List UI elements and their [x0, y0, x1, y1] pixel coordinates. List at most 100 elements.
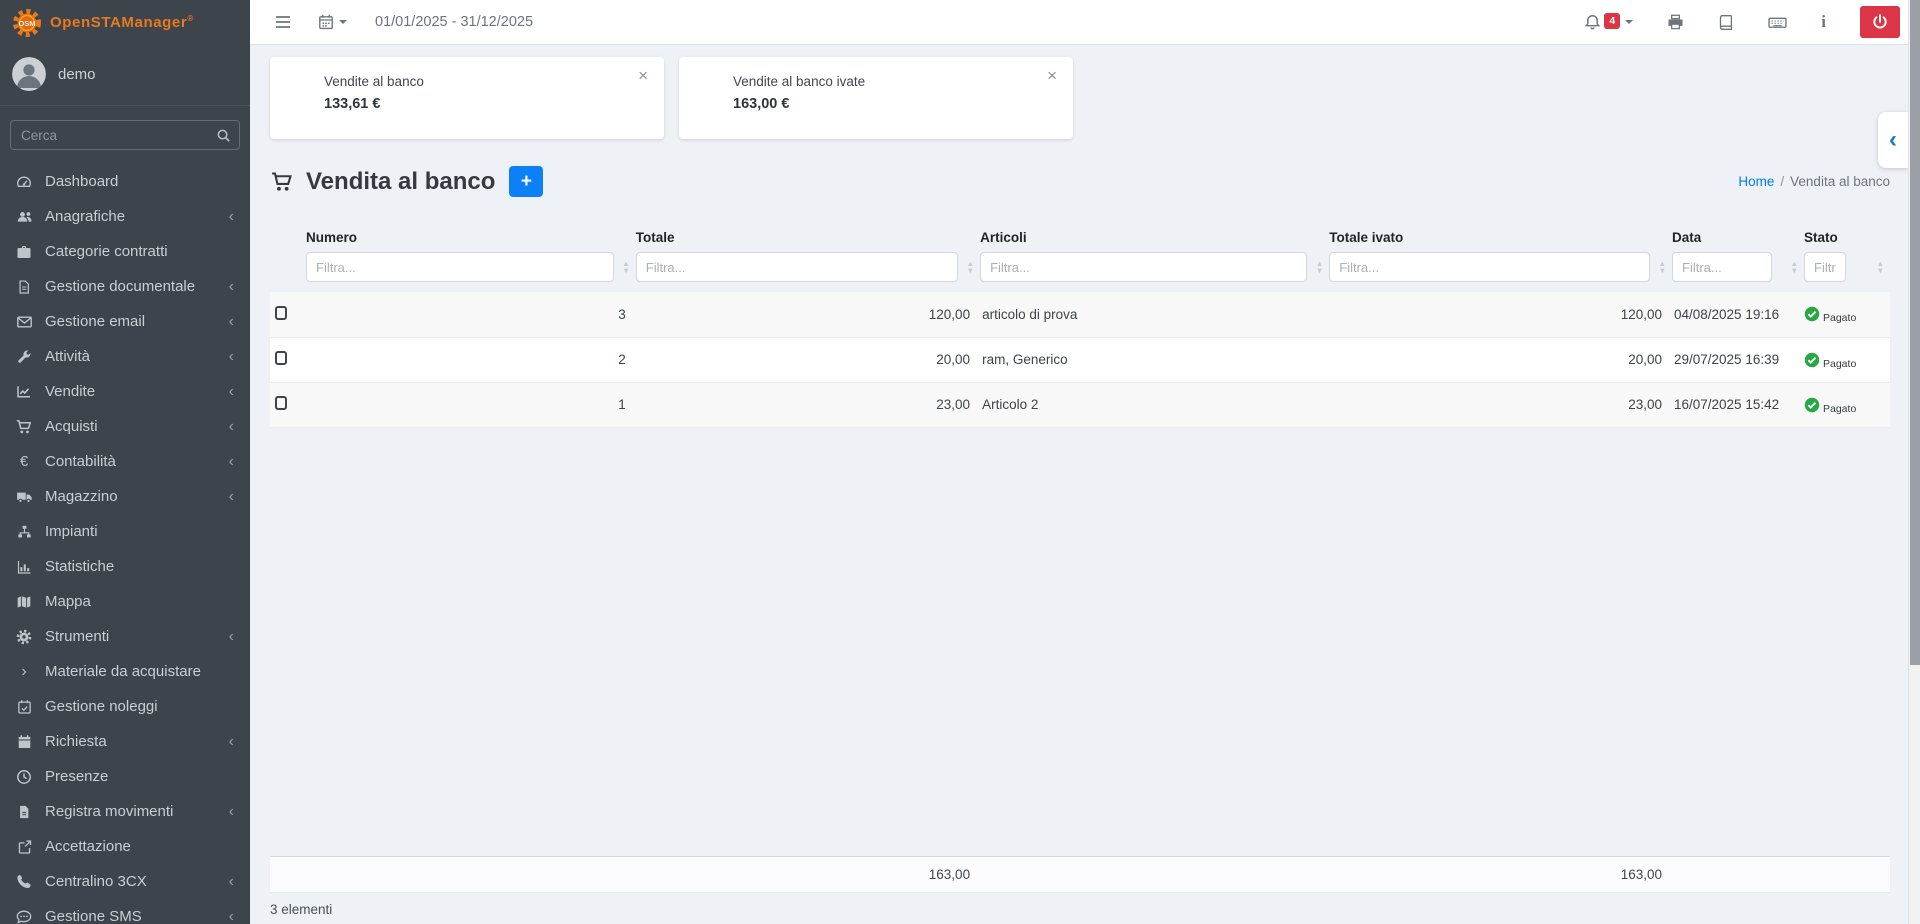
column-label[interactable]: Stato — [1804, 230, 1838, 245]
row-checkbox[interactable] — [275, 305, 287, 320]
sort-control[interactable]: ▲ ▼ — [1790, 259, 1798, 275]
cart-icon — [14, 419, 34, 435]
add-record-button[interactable]: + — [509, 166, 544, 197]
chevron-collapse-icon: ‹ — [228, 312, 234, 330]
date-range[interactable]: 01/01/2025 - 31/12/2025 — [375, 14, 534, 30]
sidebar-item-statistiche[interactable]: Statistiche — [0, 549, 250, 584]
sort-desc-icon[interactable]: ▼ — [622, 266, 630, 275]
table-row[interactable]: 2 20,00 ram, Generico 20,00 29/07/2025 1… — [270, 337, 1890, 382]
print-button[interactable] — [1667, 14, 1684, 31]
check-circle-icon — [1804, 306, 1820, 322]
sort-desc-icon[interactable]: ▼ — [1658, 266, 1666, 275]
info-button[interactable]: i — [1821, 12, 1826, 32]
row-checkbox[interactable] — [275, 396, 287, 410]
chart-line-icon — [14, 384, 34, 400]
app-logo[interactable]: OSM OpenSTAManager® — [0, 0, 250, 45]
chevron-collapse-icon: ‹ — [228, 347, 234, 365]
column-label[interactable]: Totale — [635, 230, 675, 245]
sidebar-item-acquisti[interactable]: Acquisti ‹ — [0, 409, 250, 444]
external-link-icon — [14, 839, 34, 855]
calendar-icon — [318, 14, 334, 30]
cell-articoli: articolo di prova — [982, 306, 1078, 322]
docs-button[interactable] — [1718, 14, 1734, 31]
notifications-button[interactable]: 4 — [1584, 13, 1634, 31]
widgets-panel-toggle[interactable]: ‹ — [1878, 112, 1908, 168]
close-icon[interactable]: × — [1047, 66, 1057, 85]
sort-asc-icon[interactable]: ▲ — [1315, 259, 1324, 268]
sort-desc-icon[interactable]: ▼ — [966, 266, 975, 275]
search-input[interactable] — [11, 121, 208, 149]
period-picker-button[interactable] — [318, 14, 347, 30]
logout-button[interactable] — [1860, 6, 1900, 38]
column-label[interactable]: Data — [1672, 230, 1702, 245]
column-label[interactable]: Articoli — [980, 230, 1027, 245]
envelope-icon — [14, 314, 34, 330]
sidebar-item-gestione-sms[interactable]: Gestione SMS ‹ — [0, 899, 250, 924]
sort-control[interactable]: ▲ ▼ — [1658, 259, 1666, 275]
column-header-totale: Totale ▲▼ — [635, 230, 980, 292]
sort-asc-icon[interactable]: ▲ — [966, 259, 975, 268]
close-icon[interactable]: × — [638, 66, 648, 85]
sort-desc-icon[interactable]: ▼ — [1790, 266, 1798, 275]
sort-control[interactable]: ▲ ▼ — [1876, 259, 1884, 275]
sidebar-item-label: Strumenti — [45, 628, 110, 645]
filter-input-numero[interactable] — [306, 252, 614, 282]
widget-value: 163,00 € — [733, 96, 790, 112]
sidebar-item-mappa[interactable]: Mappa — [0, 584, 250, 619]
sort-asc-icon[interactable]: ▲ — [622, 259, 630, 268]
sidebar-item-gestione-documentale[interactable]: Gestione documentale ‹ — [0, 269, 250, 304]
sidebar-toggle-button[interactable] — [274, 14, 292, 30]
sort-control[interactable]: ▲ ▼ — [1315, 259, 1324, 275]
sidebar-item-contabilita[interactable]: € Contabilità ‹ — [0, 444, 250, 479]
filter-input-totale[interactable] — [635, 252, 959, 282]
sidebar-item-gestione-email[interactable]: Gestione email ‹ — [0, 304, 250, 339]
sort-control[interactable]: ▲ ▼ — [966, 259, 975, 275]
sort-asc-icon[interactable]: ▲ — [1790, 259, 1798, 268]
sidebar-item-magazzino[interactable]: Magazzino ‹ — [0, 479, 250, 514]
sidebar-item-dashboard[interactable]: Dashboard — [0, 164, 250, 199]
sidebar-item-centralino-3cx[interactable]: Centralino 3CX ‹ — [0, 864, 250, 899]
sort-desc-icon[interactable]: ▼ — [1315, 266, 1324, 275]
sidebar-item-impianti[interactable]: Impianti — [0, 514, 250, 549]
filter-input-stato[interactable] — [1804, 252, 1846, 282]
sort-desc-icon[interactable]: ▼ — [1876, 266, 1884, 275]
info-icon: i — [1821, 12, 1826, 31]
sidebar-item-vendite[interactable]: Vendite ‹ — [0, 374, 250, 409]
sort-control[interactable]: ▲ ▼ — [622, 259, 630, 275]
sidebar-item-attivita[interactable]: Attività ‹ — [0, 339, 250, 374]
sidebar-item-label: Richiesta — [45, 733, 107, 750]
shortcuts-button[interactable] — [1768, 14, 1787, 31]
sidebar-item-categorie-contratti[interactable]: Categorie contratti — [0, 234, 250, 269]
table-row[interactable]: 1 23,00 Articolo 2 23,00 16/07/2025 15:4… — [270, 382, 1890, 427]
scrollbar-thumb[interactable] — [1910, 0, 1920, 666]
sidebar-item-presenze[interactable]: Presenze — [0, 759, 250, 794]
sidebar-item-accettazione[interactable]: Accettazione — [0, 829, 250, 864]
sidebar: OSM OpenSTAManager® demo Dashboard Anagr… — [0, 0, 250, 924]
row-checkbox[interactable] — [275, 351, 287, 365]
sidebar-item-label: Impianti — [45, 523, 98, 540]
sort-asc-icon[interactable]: ▲ — [1876, 259, 1884, 268]
widget-title: Vendite al banco — [324, 74, 424, 89]
breadcrumb-home-link[interactable]: Home — [1738, 174, 1775, 189]
column-header-data: Data ▲▼ — [1672, 230, 1804, 292]
sidebar-item-strumenti[interactable]: Strumenti ‹ — [0, 619, 250, 654]
osm-gear-logo-icon: OSM — [12, 8, 42, 38]
file-icon — [14, 804, 34, 820]
user-panel[interactable]: demo — [0, 45, 250, 106]
column-label[interactable]: Numero — [306, 230, 358, 245]
window-scrollbar[interactable] — [1908, 0, 1920, 924]
sidebar-item-registra-movimenti[interactable]: Registra movimenti ‹ — [0, 794, 250, 829]
search-button[interactable] — [208, 121, 239, 149]
sidebar-item-materiale-da-acquistare[interactable]: › Materiale da acquistare — [0, 654, 250, 689]
breadcrumb-current: Vendita al banco — [1790, 174, 1890, 189]
sidebar-item-gestione-noleggi[interactable]: Gestione noleggi — [0, 689, 250, 724]
sidebar-item-anagrafiche[interactable]: Anagrafiche ‹ — [0, 199, 250, 234]
sidebar-item-richiesta[interactable]: Richiesta ‹ — [0, 724, 250, 759]
filter-input-articoli[interactable] — [980, 252, 1308, 282]
table-row[interactable]: 3 120,00 articolo di prova 120,00 04/08/… — [270, 292, 1890, 337]
check-circle-icon — [1804, 352, 1820, 368]
column-label[interactable]: Totale ivato — [1329, 230, 1404, 245]
filter-input-totale-ivato[interactable] — [1329, 252, 1650, 282]
filter-input-data[interactable] — [1672, 252, 1772, 282]
sort-asc-icon[interactable]: ▲ — [1658, 259, 1666, 268]
